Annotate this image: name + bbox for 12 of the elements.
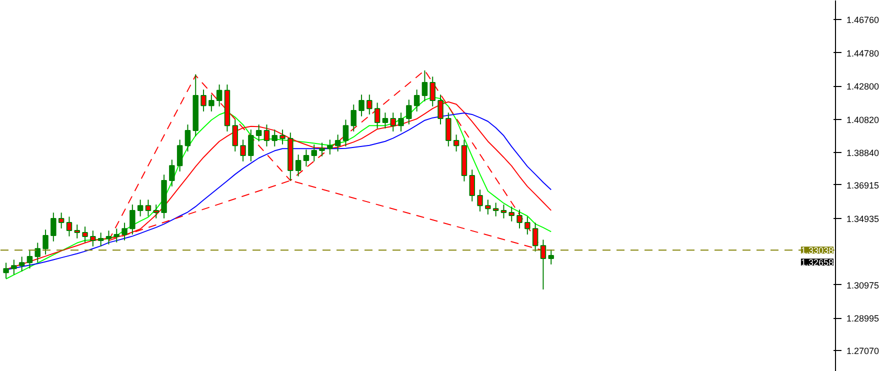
y-tick-label: 1.46760 <box>846 14 880 25</box>
y-tick-label: 1.34935 <box>846 214 880 224</box>
ref-line-label: 1.33038 <box>800 246 834 256</box>
y-tick-label: 1.40820 <box>846 114 880 125</box>
y-tick-label: 1.27070 <box>846 346 880 356</box>
y-tick-label: 1.44780 <box>846 48 880 58</box>
y-tick-label: 1.30975 <box>846 280 880 290</box>
y-tick-label: 1.36915 <box>846 180 880 190</box>
text: 1.32658 <box>800 258 834 268</box>
y-tick-label: 1.28995 <box>846 314 880 324</box>
y-tick-label: 1.38840 <box>846 148 880 158</box>
y-tick-label: 1.42800 <box>846 82 880 92</box>
